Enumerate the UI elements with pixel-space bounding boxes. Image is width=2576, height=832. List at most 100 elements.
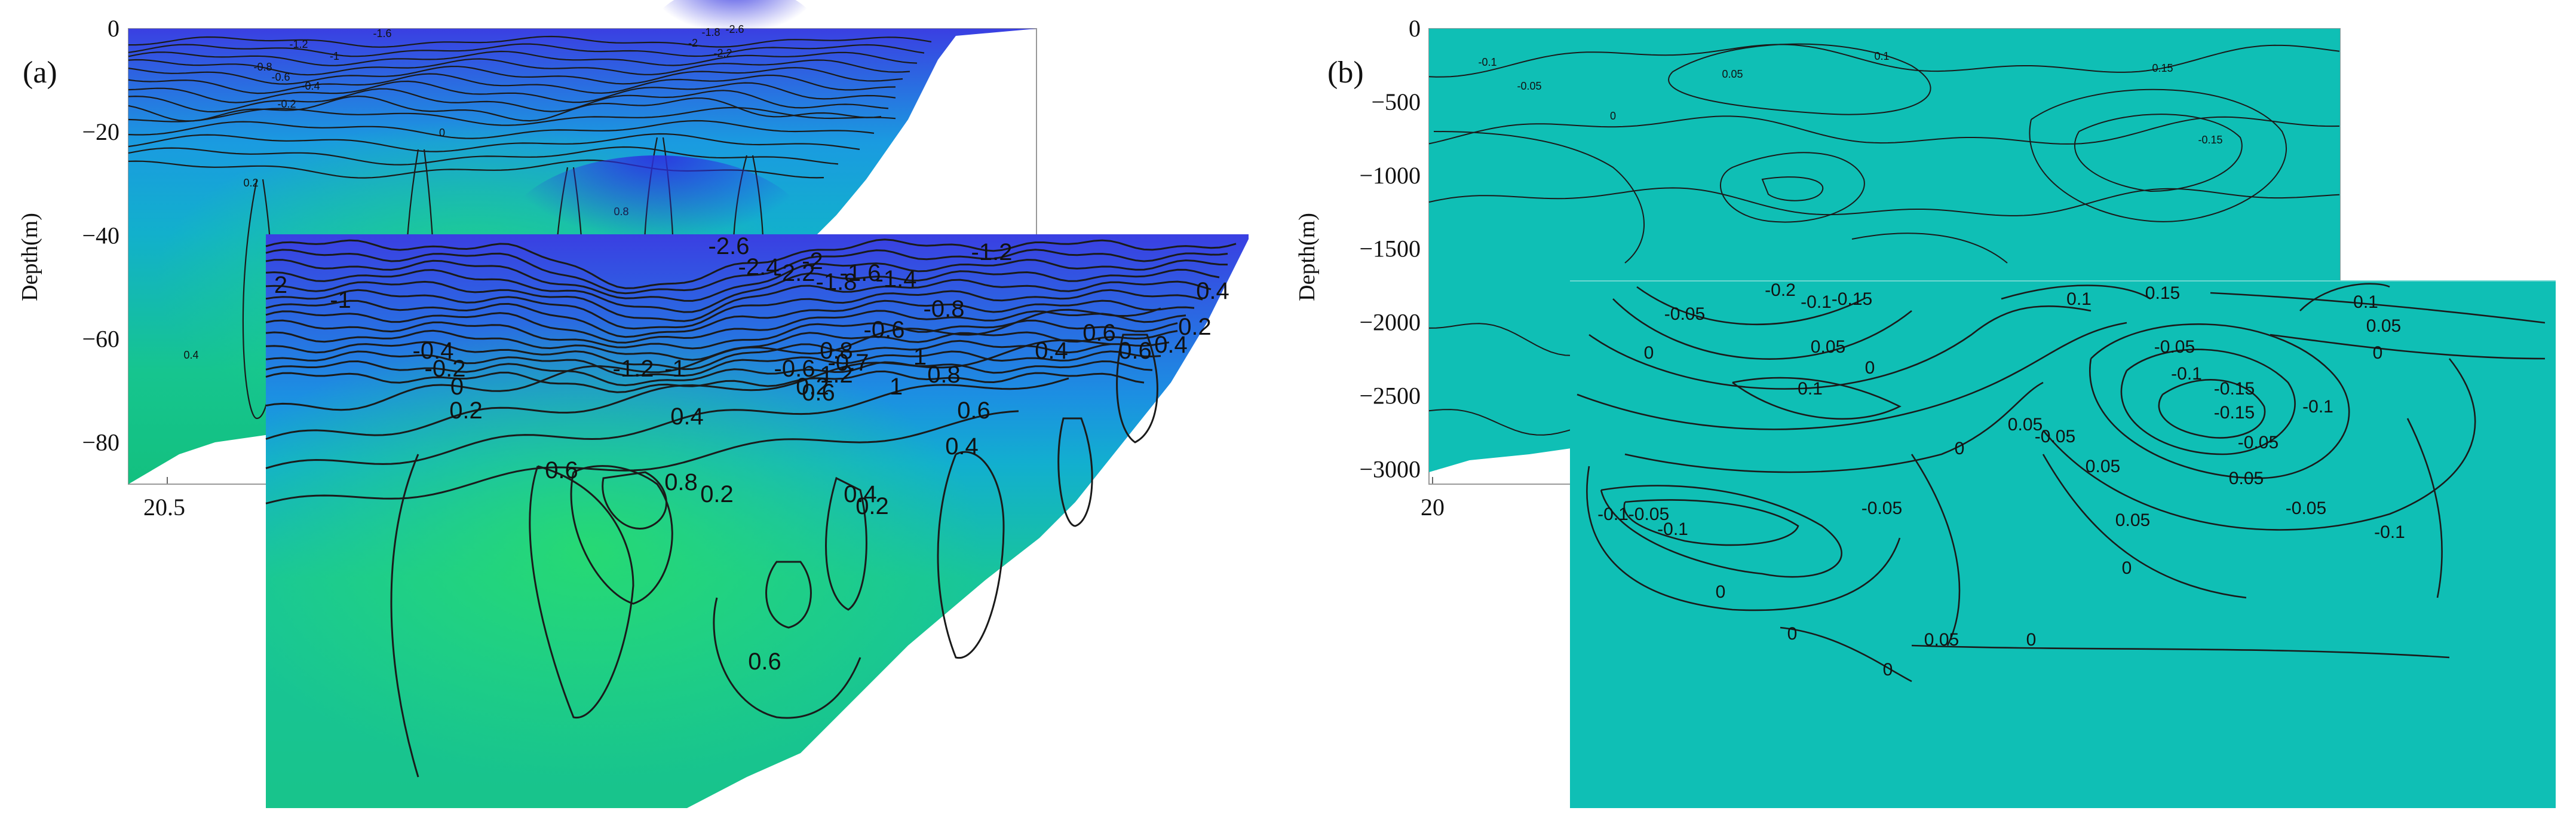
inset-contour-label: 0.05 (2366, 316, 2401, 336)
inset-contour-line (2158, 379, 2266, 439)
inset-contour-line (1910, 454, 1961, 646)
inset-contour-label: 0.4 (1154, 332, 1188, 358)
contour-line (1428, 44, 2340, 78)
contour-line (128, 50, 918, 66)
inset-contour-label: -0.2 (425, 356, 466, 382)
inset-contour-label: -0.05 (2286, 498, 2326, 518)
inset-contour-label: 0.4 (1196, 278, 1229, 304)
inset-contour-label: 0.05 (1924, 630, 1959, 650)
inset-contour-line (265, 279, 1212, 322)
contour-label: 0.4 (183, 349, 198, 361)
inset-contour-label: -2.4 (738, 254, 780, 280)
panel-a-inset-contour-labels: 2 -1 -2.6-2.4-2.2-2-1.8-1.6-1.4 -1.2 -0.8 -0.… (274, 233, 1229, 675)
panel-b-ytick-label: −1000 (1359, 162, 1421, 189)
inset-contour-line (265, 289, 1203, 330)
inset-contour-line (1624, 381, 2044, 473)
inset-contour-label: -0.05 (1629, 504, 1669, 524)
inset-contour-line (265, 238, 1237, 289)
panel-a-xticks: 20.5 (143, 477, 185, 521)
inset-contour-label: -0.15 (1832, 289, 1872, 309)
inset-contour-line (1636, 286, 1864, 326)
inset-contour-line (2299, 283, 2390, 311)
inset-contour-loop (570, 465, 673, 605)
inset-contour-line (265, 268, 1220, 313)
inset-contour-label: 0.6 (748, 649, 781, 675)
inset-contour-label: -0.1 (2171, 364, 2202, 384)
inset-contour-label: -0.4 (413, 338, 454, 364)
contour-line (128, 95, 882, 122)
inset-contour-label: 0.05 (2008, 415, 2043, 435)
inset-contour-label: 0.6 (545, 457, 578, 484)
contour-loop (1720, 152, 1865, 223)
contour-label: -0.8 (253, 61, 272, 73)
inset-contour-label: -0.7 (828, 350, 869, 376)
contour-line (128, 133, 860, 152)
inset-contour-label: 0.05 (2115, 510, 2150, 530)
inset-contour-label: -0.05 (2154, 337, 2195, 357)
inset-contour-label: 0 (1716, 582, 1726, 602)
inset-contour-label: -0.1 (2302, 397, 2333, 417)
inset-contour-label: 0 (2373, 343, 2383, 363)
inset-contour-label: 0.2 (855, 493, 889, 519)
contour-label: -0.6 (271, 71, 290, 83)
inset-contour-line (2001, 285, 2151, 300)
inset-contour-label: 0.15 (2145, 283, 2180, 303)
inset-contour-label: 0.1 (2066, 289, 2092, 309)
contour-label: -0.2 (277, 98, 296, 110)
inset-contour-label: 2 (274, 272, 287, 298)
inset-contour-loop (765, 561, 812, 629)
contour-line (1428, 187, 2340, 216)
inset-contour-label: 0 (2026, 630, 2037, 650)
contour-label: -1.6 (373, 27, 391, 39)
panel-a-ytick-label: −80 (82, 429, 119, 456)
contour-label: 0.15 (2152, 62, 2173, 74)
contour-label: -1 (330, 50, 339, 62)
inset-contour-loop (1057, 417, 1093, 527)
inset-contour-loop (825, 476, 867, 611)
panel-b-ytick-label: −2500 (1359, 383, 1421, 409)
panel-a-ytick-label: −60 (82, 326, 119, 353)
inset-contour-label: -0.05 (2035, 427, 2075, 446)
inset-contour-line (2270, 334, 2546, 360)
contour-label: -0.15 (2198, 134, 2222, 146)
panel-b: (b) Depth(m) 0 −500 −1000 −1500 −2000 −2500 −3… (1295, 15, 2556, 808)
contour-label: -2 (688, 37, 698, 49)
contour-line (128, 58, 910, 76)
inset-contour-label: -0.15 (2214, 403, 2255, 423)
inset-contour-line (1911, 644, 2450, 659)
contour-line (128, 73, 896, 94)
inset-contour-label: -1.6 (840, 260, 881, 286)
inset-contour-line (2210, 292, 2546, 324)
contour-label: 0.1 (1874, 50, 1889, 62)
panel-b-inset-contours (1577, 283, 2546, 683)
panel-a-ylabel: Depth(m) (17, 213, 42, 301)
inset-contour-loop (390, 454, 419, 778)
panel-a-ytick-label: −20 (82, 118, 119, 145)
panel-a-ytick-label: −40 (82, 222, 119, 249)
panel-a-inset: 2 -1 -2.6-2.4-2.2-2-1.8-1.6-1.4 -1.2 -0.8 -0.… (265, 155, 1249, 808)
inset-contour-label: -0.15 (2214, 379, 2255, 399)
inset-contour-line (265, 299, 1195, 338)
panel-b-inset: -0.2 -0.15-0.1-0.050 0.050.1 0.15 0.10.050-0… (1570, 280, 2556, 808)
inset-contour-loop (602, 471, 667, 530)
inset-contour-label: 0.2 (449, 397, 483, 424)
inset-contour-label: -0.05 (1664, 304, 1705, 324)
inset-contour-line (265, 339, 1111, 440)
contour-line (1428, 115, 2340, 145)
contour-line (128, 35, 932, 48)
contour-loop (2029, 88, 2287, 222)
inset-contour-label: -0.1 (2374, 522, 2405, 542)
inset-contour-label: -1.2 (613, 356, 654, 382)
inset-contour-line (2089, 323, 2350, 479)
panel-a-label: (a) (23, 56, 57, 90)
panel-b-contour-labels: -0.1 -0.05 0 0.05 0.1 0.15 -0.15 (1478, 50, 2222, 146)
inset-contour-line (265, 377, 1069, 469)
contour-line (128, 80, 896, 103)
inset-contour-label: -2.2 (774, 260, 815, 286)
inset-contour-label: 0.2 (1178, 314, 1212, 340)
inset-contour-line (265, 410, 1019, 504)
panel-b-yticks: 0 −500 −1000 −1500 −2000 −2500 −3000 (1359, 15, 1437, 482)
inset-contour-label: -0.2 (1765, 280, 1796, 300)
contour-label: -0.1 (1478, 56, 1496, 68)
